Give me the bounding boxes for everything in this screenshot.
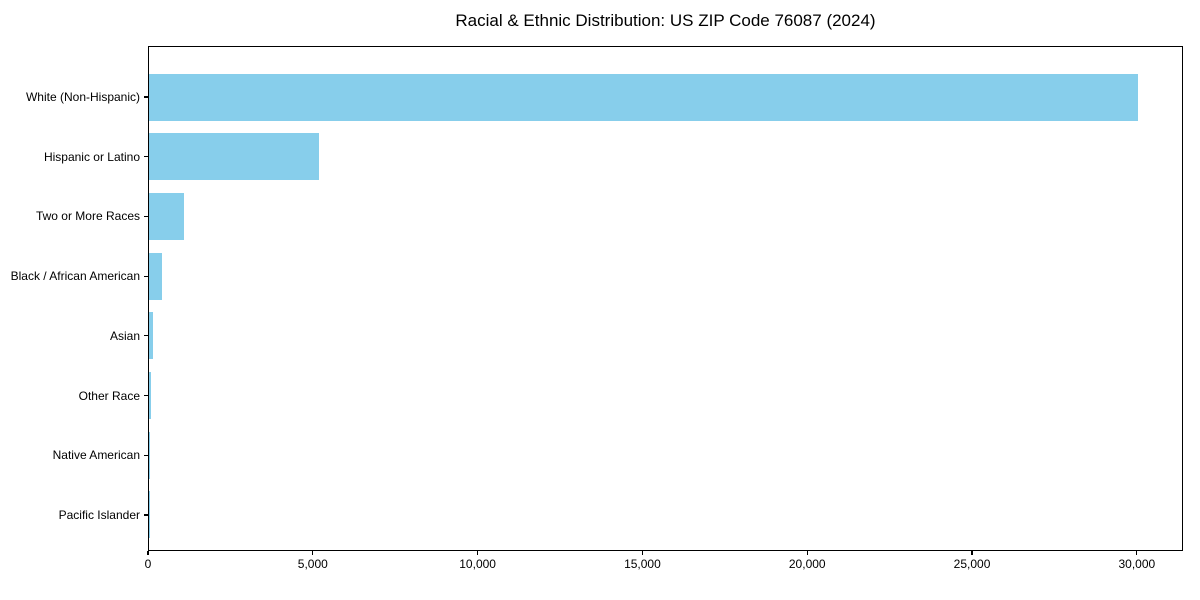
bar [149, 252, 162, 300]
y-tick-label: Black / African American [10, 269, 140, 284]
x-tick-mark [971, 551, 973, 555]
x-tick-mark [806, 551, 808, 555]
x-tick-mark [477, 551, 479, 555]
y-tick-label: Hispanic or Latino [43, 149, 140, 164]
y-tick-label: Asian [109, 328, 140, 343]
bar [149, 133, 319, 181]
y-tick-mark [144, 215, 148, 217]
x-tick-label: 30,000 [1118, 557, 1156, 571]
y-tick-mark [144, 96, 148, 98]
x-tick-label: 20,000 [788, 557, 826, 571]
x-tick-label: 5,000 [297, 557, 328, 571]
y-tick-mark [144, 514, 148, 516]
y-tick-label: Two or More Races [35, 209, 140, 224]
y-tick-label: White (Non-Hispanic) [25, 90, 140, 104]
y-tick-mark [144, 335, 148, 337]
bar [149, 372, 152, 420]
y-tick-label: Native American [52, 448, 140, 463]
y-tick-label: Other Race [78, 388, 140, 403]
x-tick-mark [641, 551, 643, 555]
bar [149, 312, 153, 360]
x-tick-label: 25,000 [953, 557, 991, 571]
y-tick-label: Pacific Islander [58, 507, 140, 522]
y-tick-mark [144, 156, 148, 158]
y-tick-mark [144, 394, 148, 397]
y-tick-mark [144, 275, 148, 277]
y-tick-mark [144, 454, 148, 456]
x-tick-label: 0 [144, 557, 152, 571]
x-tick-label: 15,000 [624, 557, 661, 571]
bar [149, 73, 1138, 121]
chart-title: Racial & Ethnic Distribution: US ZIP Cod… [455, 11, 876, 30]
x-tick-mark [312, 551, 314, 555]
x-tick-mark [147, 551, 149, 555]
x-tick-label: 10,000 [459, 557, 496, 571]
x-tick-mark [1136, 551, 1138, 555]
plot-area [148, 46, 1183, 551]
bar [149, 192, 184, 240]
